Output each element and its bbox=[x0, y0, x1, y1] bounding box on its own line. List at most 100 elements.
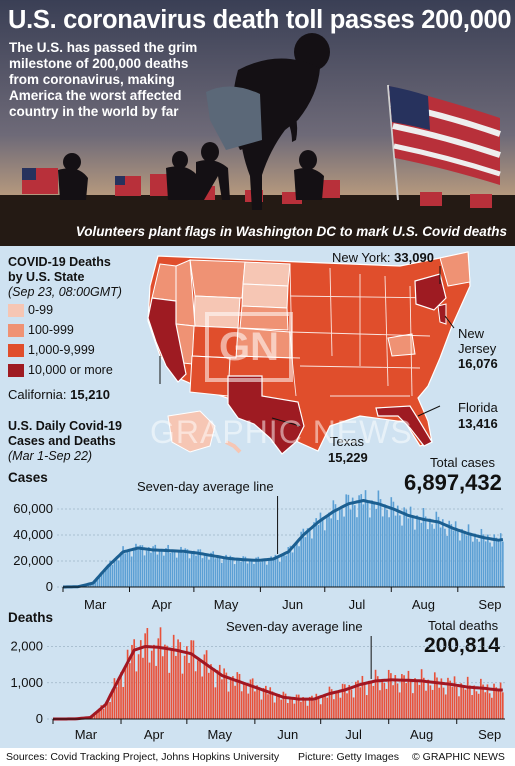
daily-bar bbox=[469, 685, 471, 719]
daily-bar bbox=[139, 640, 142, 719]
daily-bar bbox=[429, 518, 431, 587]
daily-bar bbox=[126, 550, 129, 587]
daily-bar bbox=[456, 531, 459, 587]
daily-bar bbox=[171, 549, 174, 587]
daily-bar bbox=[160, 549, 163, 587]
x-tick-label: Jul bbox=[345, 727, 362, 742]
daily-bar bbox=[452, 530, 455, 587]
daily-bar bbox=[431, 689, 434, 719]
daily-bar bbox=[166, 645, 168, 719]
daily-bar bbox=[275, 694, 278, 719]
daily-bar bbox=[387, 669, 390, 719]
daily-bar bbox=[210, 552, 212, 587]
daily-bar bbox=[194, 671, 197, 719]
daily-bar bbox=[220, 562, 223, 587]
callout-line-new-jersey bbox=[444, 315, 455, 329]
daily-bar bbox=[373, 501, 375, 587]
footer-picture-credit: Picture: Getty Images bbox=[298, 751, 399, 763]
daily-bar bbox=[441, 519, 444, 587]
daily-bar bbox=[221, 679, 223, 719]
daily-bar bbox=[260, 699, 263, 719]
footer-sources: Sources: Covid Tracking Project, Johns H… bbox=[6, 751, 280, 763]
daily-bar bbox=[422, 508, 425, 587]
daily-bar bbox=[109, 560, 112, 587]
daily-bar bbox=[181, 673, 184, 719]
daily-bar bbox=[463, 532, 466, 587]
daily-bar bbox=[130, 556, 133, 587]
daily-bar bbox=[249, 679, 252, 719]
daily-bar bbox=[403, 507, 405, 587]
daily-bar bbox=[284, 693, 287, 719]
daily-bar bbox=[256, 685, 258, 719]
daily-bar bbox=[96, 712, 98, 719]
daily-bar bbox=[446, 535, 448, 587]
daily-bar bbox=[233, 564, 236, 587]
daily-bar bbox=[156, 554, 159, 587]
daily-bar bbox=[336, 519, 339, 587]
daily-bar bbox=[420, 522, 423, 587]
daily-title-line2: Cases and Deaths bbox=[8, 434, 116, 448]
state-montana bbox=[189, 259, 246, 299]
x-tick-label: Sep bbox=[478, 727, 501, 742]
daily-bar bbox=[179, 642, 182, 719]
daily-bar bbox=[192, 640, 195, 719]
daily-bar bbox=[247, 693, 250, 719]
daily-bar bbox=[484, 541, 487, 587]
daily-bar bbox=[295, 694, 298, 719]
daily-bar bbox=[269, 687, 272, 719]
daily-bar bbox=[113, 678, 116, 719]
daily-bar bbox=[315, 518, 317, 587]
daily-bar bbox=[175, 557, 178, 587]
daily-bar bbox=[440, 678, 443, 719]
daily-bar bbox=[265, 685, 267, 719]
callout-new-jersey-name-2: Jersey bbox=[458, 341, 497, 356]
daily-bar bbox=[225, 554, 227, 587]
volunteer-silhouettes bbox=[58, 33, 330, 210]
daily-bar bbox=[499, 682, 502, 719]
y-tick-label: 40,000 bbox=[13, 527, 53, 542]
callout-texas-value: 15,229 bbox=[328, 450, 368, 465]
daily-bar bbox=[344, 684, 346, 719]
daily-bar bbox=[352, 697, 355, 719]
daily-bar bbox=[280, 699, 283, 719]
daily-bar bbox=[444, 694, 447, 719]
daily-bar bbox=[93, 713, 96, 719]
daily-bar bbox=[384, 504, 386, 587]
daily-bar bbox=[282, 691, 285, 719]
daily-bar bbox=[328, 512, 330, 587]
footer: Sources: Covid Tracking Project, Johns H… bbox=[0, 748, 515, 766]
daily-bar bbox=[414, 529, 416, 587]
daily-subtitle: (Mar 1-Sep 22) bbox=[8, 449, 93, 463]
watermark-text: GRAPHIC NEWS bbox=[150, 414, 413, 450]
daily-bar bbox=[477, 693, 480, 719]
daily-bar bbox=[363, 682, 366, 719]
daily-bar bbox=[385, 688, 388, 719]
daily-bar bbox=[128, 663, 131, 719]
daily-bar bbox=[453, 676, 456, 719]
daily-bar bbox=[167, 544, 169, 587]
daily-bar bbox=[502, 541, 504, 587]
daily-bar bbox=[427, 679, 430, 719]
state-texas bbox=[227, 375, 305, 455]
x-tick-label: May bbox=[207, 727, 232, 742]
daily-bar bbox=[240, 691, 243, 719]
daily-bar bbox=[409, 506, 412, 587]
daily-bar bbox=[379, 690, 381, 719]
daily-bar bbox=[334, 504, 337, 587]
daily-bar bbox=[267, 694, 269, 719]
daily-bar bbox=[381, 516, 384, 587]
daily-bar bbox=[257, 556, 260, 587]
daily-bar bbox=[341, 683, 344, 719]
daily-bar bbox=[365, 695, 368, 719]
daily-bar bbox=[169, 553, 172, 587]
daily-bar bbox=[319, 512, 322, 587]
daily-bar bbox=[122, 546, 124, 587]
daily-bar bbox=[278, 561, 281, 587]
daily-bar bbox=[467, 524, 470, 587]
daily-bar bbox=[364, 490, 367, 587]
daily-bar bbox=[429, 685, 432, 719]
daily-bar bbox=[92, 583, 94, 587]
legend-swatch-0-99 bbox=[8, 304, 24, 317]
daily-bar bbox=[212, 668, 214, 719]
daily-bar bbox=[372, 685, 375, 719]
